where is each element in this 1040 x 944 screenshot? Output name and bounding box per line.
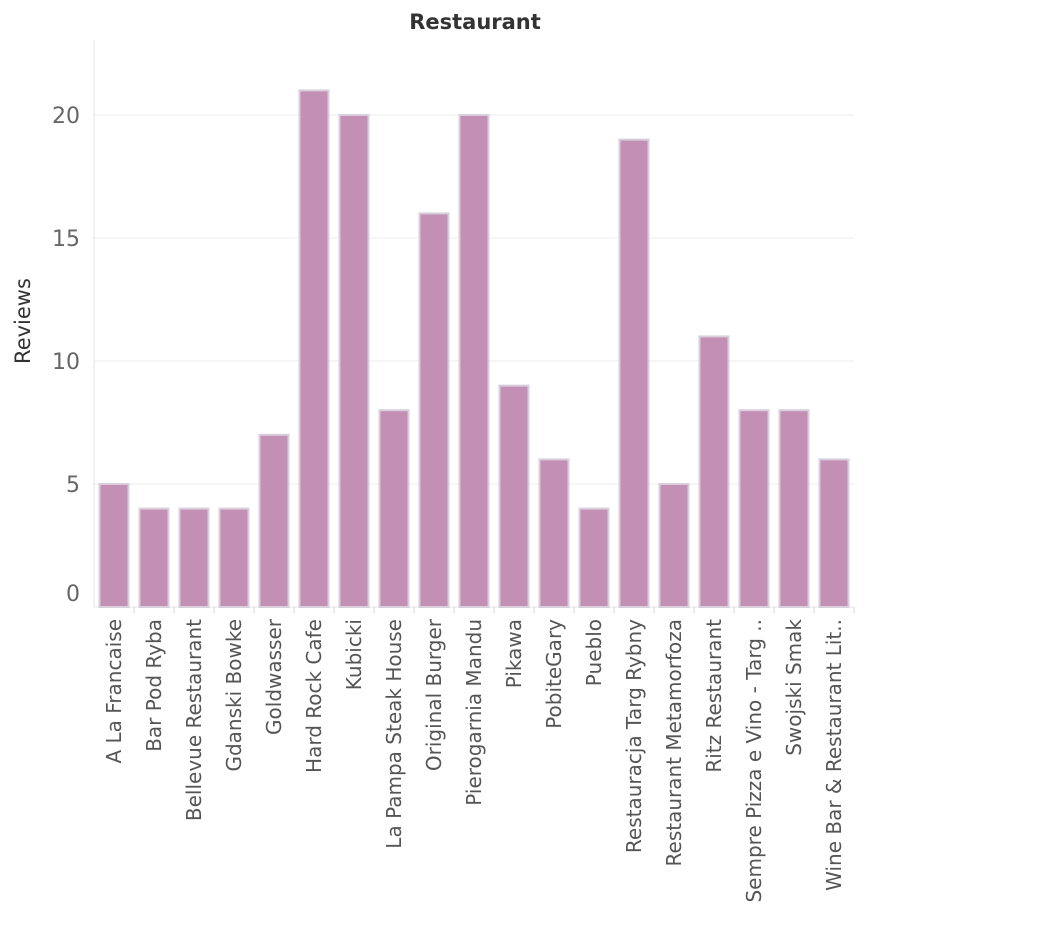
bar [818, 458, 850, 608]
x-tick-label: Restauracja Targ Rybny [622, 619, 646, 853]
x-tick-label: Swojski Smak [782, 619, 806, 756]
bar [338, 114, 370, 608]
bar [98, 483, 130, 608]
bar [138, 507, 170, 609]
bar [258, 433, 290, 608]
x-tick-label: Pueblo [582, 619, 606, 686]
bar [698, 335, 730, 608]
x-tick-label: Wine Bar & Restaurant Lit.. [822, 619, 846, 891]
bar [578, 507, 610, 609]
bar [418, 212, 450, 608]
x-tick-label: Bellevue Restaurant [182, 619, 206, 821]
bar [218, 507, 250, 609]
x-axis-ticks: A La Francaise Bar Pod Ryba Bellevue Resta… [102, 607, 855, 903]
x-tick-label: Restaurant Metamorfoza [662, 619, 686, 866]
y-tick-label: 10 [52, 350, 80, 375]
y-tick-label: 5 [66, 473, 80, 498]
x-tick-label: Goldwasser [262, 618, 286, 735]
bar [458, 114, 490, 608]
x-tick-label: A La Francaise [102, 619, 126, 764]
x-tick-label: Bar Pod Ryba [142, 619, 166, 752]
x-tick-label: Original Burger [422, 618, 446, 771]
y-tick-label: 0 [66, 582, 80, 607]
x-tick-label: Ritz Restaurant [702, 619, 726, 773]
bar [658, 483, 690, 608]
bar [538, 458, 570, 608]
x-tick-label: Pikawa [502, 619, 526, 688]
bars [98, 89, 850, 609]
x-tick-label: Sempre Pizza e Vino - Targ .. [742, 619, 766, 903]
y-axis-ticks: 0 5 10 15 20 [52, 104, 80, 607]
x-tick-label: Kubicki [342, 619, 366, 690]
bar [498, 384, 530, 608]
x-tick-label: Pierogarnia Mandu [462, 619, 486, 806]
bar [618, 138, 650, 608]
y-axis-label: Reviews [11, 278, 35, 364]
y-tick-label: 20 [52, 104, 80, 129]
bar [298, 89, 330, 608]
x-tick-label: Gdanski Bowke [222, 619, 246, 772]
x-tick-label: Hard Rock Cafe [302, 619, 326, 773]
x-tick-label: PobiteGary [542, 619, 566, 729]
bar [778, 409, 810, 609]
bar [378, 409, 410, 609]
y-tick-label: 15 [52, 227, 80, 252]
chart-title: Restaurant [409, 10, 541, 34]
bar [178, 507, 210, 609]
bar [738, 409, 770, 609]
x-tick-label: La Pampa Steak House [382, 619, 406, 849]
